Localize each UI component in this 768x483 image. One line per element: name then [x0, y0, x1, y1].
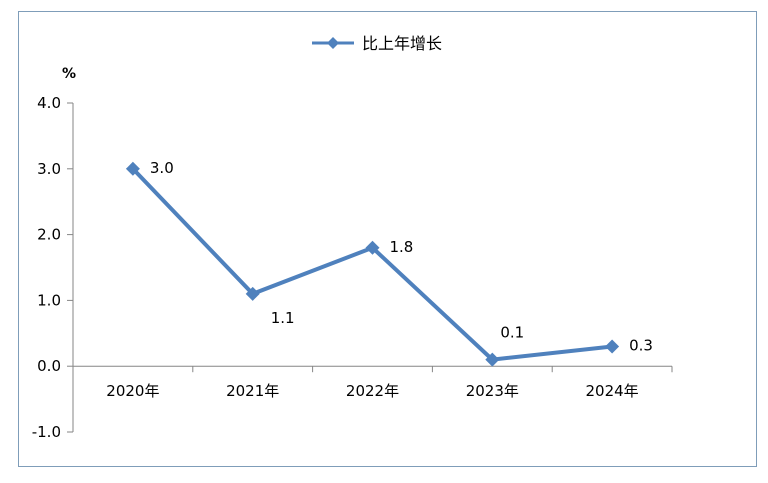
y-tick-label: 3.0	[37, 160, 61, 178]
chart-border	[18, 11, 757, 467]
x-tick-label: 2021年	[226, 382, 279, 400]
y-tick-label: 0.0	[37, 357, 61, 375]
data-point-marker	[605, 339, 620, 354]
legend-diamond-marker	[327, 37, 339, 49]
x-tick-label: 2023年	[466, 382, 519, 400]
legend-label: 比上年增长	[362, 34, 442, 53]
y-tick-label: 1.0	[37, 291, 61, 309]
data-label: 0.1	[500, 324, 524, 342]
data-point-marker	[485, 352, 500, 367]
legend: 比上年增长	[312, 34, 442, 53]
data-point-marker	[365, 240, 380, 255]
x-tick-label: 2022年	[346, 382, 399, 400]
x-tick-label: 2024年	[586, 382, 639, 400]
data-point-marker	[245, 286, 260, 301]
y-axis-unit-label: %	[62, 66, 76, 82]
data-label: 1.1	[271, 309, 295, 327]
data-label: 0.3	[629, 336, 653, 354]
data-point-marker	[125, 161, 140, 176]
y-tick-label: 4.0	[37, 94, 61, 112]
y-tick-label: -1.0	[32, 423, 61, 441]
y-tick-label: 2.0	[37, 226, 61, 244]
axes: 4.0 3.0 2.0 1.0 0.0 -1.0 2020年 2021年 2022年 2023年 2…	[32, 94, 673, 441]
series-layer: 3.0 1.1 1.8 0.1 0.3	[125, 159, 653, 367]
data-label: 3.0	[150, 159, 174, 177]
data-label: 1.8	[390, 238, 414, 256]
x-tick-label: 2020年	[106, 382, 159, 400]
